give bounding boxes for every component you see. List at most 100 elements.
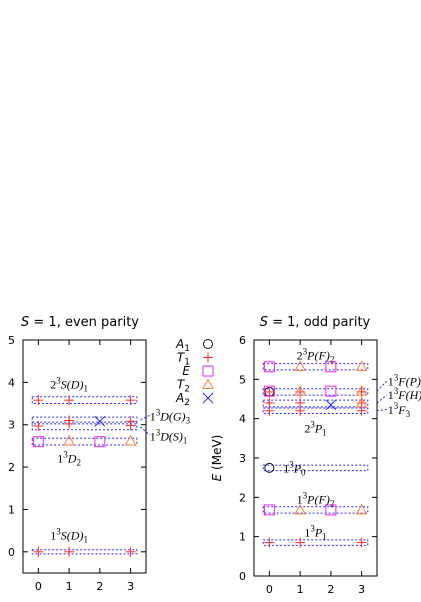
x-tick-label: 2 (327, 583, 334, 596)
x-tick-label: 0 (266, 583, 273, 596)
label-leader (140, 426, 151, 436)
chart-even-title: S = 1, even parity (21, 315, 139, 330)
legend-marker-square (202, 365, 214, 377)
level-band (31, 396, 138, 405)
point-plus (264, 537, 275, 548)
x-tick-label: 3 (127, 580, 134, 593)
point-square (325, 504, 337, 516)
chart-odd-parity: S = 1, odd parity 0 1 2 3 4 5 6 0 1 2 3 13P1 13P(F)… (239, 315, 421, 596)
point-plus (264, 386, 275, 397)
state-label: 13D2 (57, 450, 81, 468)
y-tick-label: 1 (239, 531, 246, 544)
state-labels-even: 13S(D)1 13D2 23S(D)1 13D(G)3 13D(S)1 (50, 375, 190, 544)
level-band (31, 416, 138, 425)
point-plus (33, 395, 44, 406)
point-square (263, 385, 275, 397)
point-plus (64, 415, 75, 426)
y-tick-label: 2 (239, 491, 246, 504)
level-band (262, 388, 369, 396)
y-tick-label: 5 (239, 373, 246, 386)
point-plus (64, 546, 75, 557)
level-band (262, 539, 369, 546)
label-leader (140, 414, 150, 421)
x-tick-label: 0 (35, 580, 42, 593)
y-tick-label: 1 (8, 503, 15, 516)
point-triangle (355, 396, 368, 408)
point-plus (295, 537, 306, 548)
level-band (262, 363, 369, 371)
state-label: 23P(F)2 (297, 347, 335, 365)
legend-label: T1 (177, 351, 190, 368)
plot-frame-even (22, 339, 147, 574)
chart-even-parity: S = 1, even parity 0 1 2 3 4 5 0 1 2 3 13S(D)1 13D… (8, 315, 191, 593)
legend-marker-cross (202, 392, 214, 404)
level-bands-odd (262, 363, 369, 546)
point-cross (94, 415, 106, 427)
point-cross (325, 399, 337, 411)
point-triangle (124, 434, 137, 446)
axis-ticks-odd: 0 1 2 3 4 5 6 0 1 2 3 (239, 334, 377, 596)
point-square (94, 436, 106, 448)
y-tick-label: 5 (8, 334, 15, 347)
state-label: 13F3 (388, 401, 411, 419)
level-band (262, 506, 369, 514)
state-label: 13S(D)1 (50, 527, 88, 545)
point-plus (264, 397, 275, 408)
point-triangle (355, 360, 368, 371)
legend-label: A1 (175, 337, 190, 354)
legend-label: T2 (177, 378, 190, 395)
level-band (31, 421, 138, 431)
state-label: 13P0 (283, 460, 306, 478)
point-plus (125, 395, 136, 406)
level-band (262, 464, 369, 472)
point-plus (295, 397, 306, 408)
chart-odd-title: S = 1, odd parity (260, 315, 371, 330)
x-tick-label: 1 (66, 580, 73, 593)
point-triangle (294, 385, 306, 396)
point-square (325, 361, 337, 373)
state-label: 13D(G)3 (150, 407, 191, 425)
point-triangle (355, 385, 368, 396)
point-triangle (294, 503, 306, 515)
legend-marker-circle (203, 339, 213, 349)
point-plus (33, 420, 44, 431)
data-marks-odd (263, 360, 368, 548)
level-band (31, 437, 138, 446)
state-label: 13F(H) (388, 386, 421, 402)
legend-marker-plus (203, 352, 213, 363)
x-tick-label: 3 (358, 583, 365, 596)
state-label: 13D(S)1 (150, 428, 188, 446)
legend-marker-triangle (202, 378, 214, 389)
data-marks-even (32, 395, 137, 557)
y-tick-label: 0 (239, 570, 246, 583)
y-tick-label: 2 (8, 461, 15, 474)
label-leader (376, 394, 388, 404)
point-square (263, 504, 275, 516)
point-square (325, 385, 337, 397)
y-tick-label: 4 (239, 413, 246, 426)
point-plus (125, 416, 136, 427)
point-circle (264, 462, 275, 473)
y-tick-label: 4 (8, 376, 15, 389)
level-band (262, 399, 369, 408)
point-plus (356, 537, 367, 548)
y-tick-label: 6 (239, 334, 246, 347)
state-label: 13P(F)2 (297, 490, 335, 508)
plot-frame-odd (253, 339, 378, 577)
level-band (262, 407, 369, 415)
y-tick-label: 3 (239, 452, 246, 465)
point-plus (33, 546, 44, 557)
state-label: 23P1 (304, 420, 326, 438)
state-label: 13F(P) (388, 373, 421, 389)
state-labels-odd: 13P1 13P(F)2 13P0 23P1 23P(F)2 13F(P)13F(H)13… (283, 347, 421, 542)
label-leader (376, 408, 387, 412)
legend-label: A2 (175, 391, 190, 408)
point-plus (64, 395, 75, 406)
point-triangle (294, 360, 306, 371)
label-leader (376, 380, 388, 392)
point-plus (125, 546, 136, 557)
state-label: 23S(D)1 (50, 375, 88, 393)
state-label: 13P1 (304, 524, 326, 542)
